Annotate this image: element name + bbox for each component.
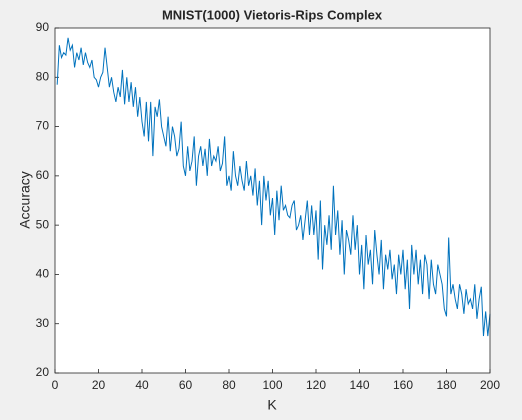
y-tick-label: 30 [36,316,50,330]
y-tick-label: 60 [36,168,50,182]
x-tick-label: 200 [480,378,500,392]
data-line [56,37,491,337]
x-tick-label: 140 [349,378,369,392]
y-tick-label: 40 [36,267,50,281]
x-tick-label: 20 [92,378,106,392]
x-tick-label: 40 [135,378,149,392]
y-tick-label: 20 [36,365,50,379]
x-tick-label: 100 [262,378,282,392]
x-axis-label: K [267,397,277,413]
x-tick-label: 60 [179,378,193,392]
chart-title: MNIST(1000) Vietoris-Rips Complex [162,7,383,22]
x-tick-label: 120 [306,378,326,392]
x-tick-label: 0 [52,378,59,392]
axes-frame [54,27,491,374]
x-tick-label: 160 [393,378,413,392]
x-tick-label: 180 [436,378,456,392]
y-axis-label: Accuracy [17,171,33,229]
y-tick-label: 80 [36,69,50,83]
x-tick-label: 80 [222,378,236,392]
y-tick-label: 90 [36,20,50,34]
y-tick-label: 70 [36,119,50,133]
y-tick-label: 50 [36,217,50,231]
